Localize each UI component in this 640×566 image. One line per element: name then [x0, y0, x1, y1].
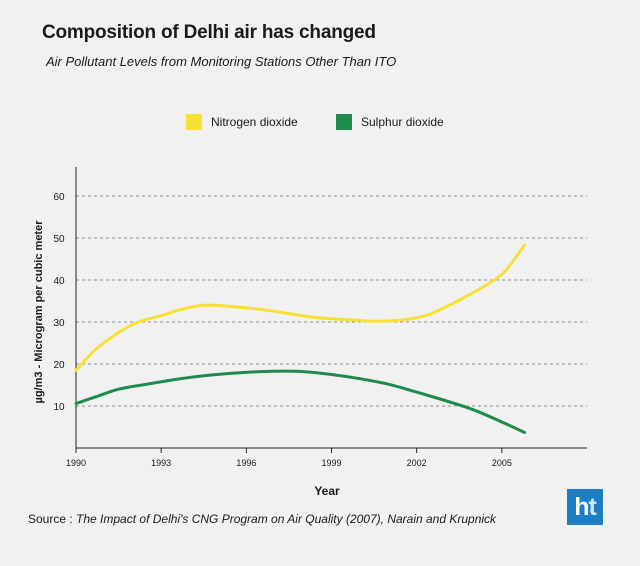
x-tick-label: 1990	[66, 458, 86, 468]
source-note: Source : The Impact of Delhi's CNG Progr…	[28, 512, 496, 526]
legend: Nitrogen dioxide Sulphur dioxide	[0, 114, 640, 136]
y-tick-label: 50	[53, 234, 65, 245]
series-line-sulphur-dioxide	[74, 369, 526, 434]
chart-title: Composition of Delhi air has changed	[42, 22, 376, 43]
x-tick-label: 1996	[236, 458, 256, 468]
legend-item-sulphur-dioxide: Sulphur dioxide	[336, 114, 444, 130]
y-tick-label: 30	[53, 318, 65, 329]
y-tick-label: 40	[53, 276, 65, 287]
source-prefix: Source :	[28, 512, 77, 526]
legend-swatch-sulphur-dioxide	[336, 114, 352, 130]
x-axis-title: Year	[314, 484, 340, 498]
y-tick-label: 10	[53, 402, 65, 413]
legend-swatch-nitrogen-dioxide	[186, 114, 202, 130]
logo-h: h	[574, 492, 589, 521]
x-tick-label: 2005	[492, 458, 512, 468]
series-line-nitrogen-dioxide	[74, 243, 526, 372]
source-text: The Impact of Delhi's CNG Program on Air…	[76, 512, 497, 526]
chart-subtitle: Air Pollutant Levels from Monitoring Sta…	[46, 54, 397, 69]
x-tick-label: 1993	[151, 458, 171, 468]
logo-t: t	[588, 492, 596, 521]
line-chart: 10 20 30 40 50 60 1990 1993 1996 1999 2002 2005 Year…	[33, 167, 587, 498]
legend-label-sulphur-dioxide: Sulphur dioxide	[361, 115, 444, 129]
y-axis-title: µg/m3 - Microgram per cubic meter	[33, 220, 45, 404]
x-tick-label: 2002	[407, 458, 427, 468]
legend-label-nitrogen-dioxide: Nitrogen dioxide	[211, 115, 298, 129]
legend-item-nitrogen-dioxide: Nitrogen dioxide	[186, 114, 298, 130]
y-tick-label: 60	[53, 192, 65, 203]
x-tick-label: 1999	[321, 458, 341, 468]
y-tick-label: 20	[53, 360, 65, 371]
